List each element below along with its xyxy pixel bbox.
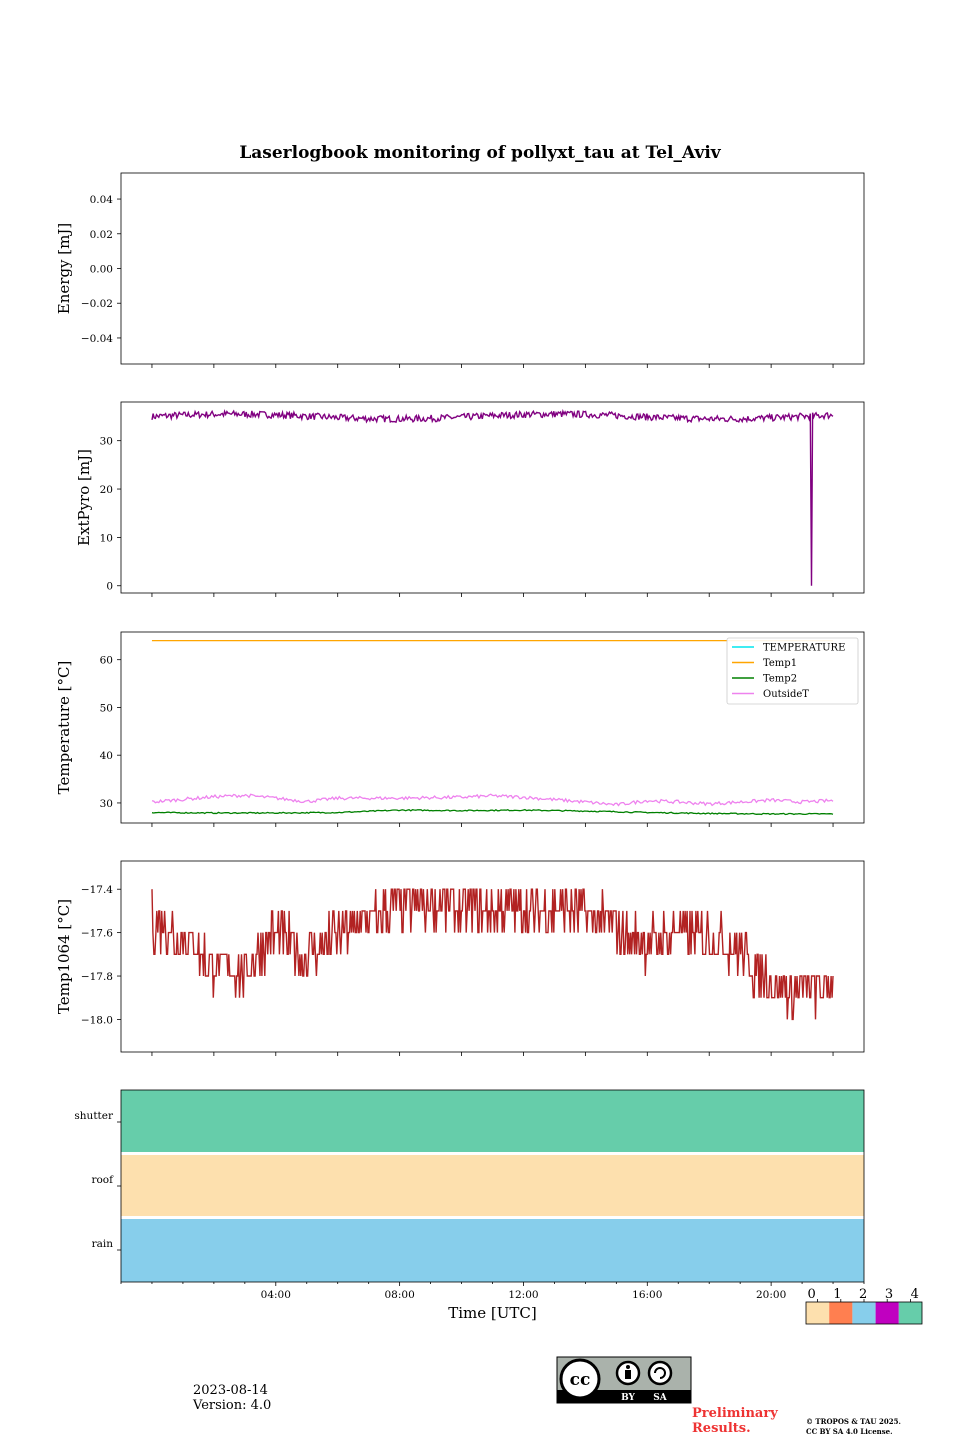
y-axis-label: Energy [mJ] <box>55 223 73 314</box>
axes-frame <box>120 172 865 365</box>
colorbar-label: 4 <box>911 1287 919 1302</box>
colorbar-label: 2 <box>859 1287 867 1302</box>
y-axis-label: ExtPyro [mJ] <box>75 449 93 546</box>
preliminary-note: Preliminary Results. <box>692 1406 778 1436</box>
series-line-1-0 <box>151 408 834 586</box>
status-row-roof <box>121 1155 864 1216</box>
sa-share-icon <box>647 1360 673 1386</box>
series-line-outsidet <box>151 793 834 807</box>
status-row-shutter <box>121 1090 864 1152</box>
ytick-label: 30 <box>100 798 113 810</box>
preliminary-line2: Results. <box>692 1421 751 1436</box>
ytick-label: 0.02 <box>90 229 113 241</box>
x-axis-label: Time [UTC] <box>448 1304 537 1322</box>
series-line-temp2 <box>151 808 834 816</box>
y-axis-label: Temperature [°C] <box>55 661 73 795</box>
xtick-label: 04:00 <box>261 1289 291 1301</box>
legend-label: TEMPERATURE <box>763 643 845 654</box>
status-row-rain <box>121 1219 864 1282</box>
ytick-label: 20 <box>100 484 113 496</box>
colorbar-label: 1 <box>833 1287 841 1302</box>
ytick-label: 60 <box>100 655 113 667</box>
chart-panel-3: 30 40 50 60 Temperature [°C] TEMPERATURE Temp1… <box>55 631 865 827</box>
axes-frame <box>120 860 865 1053</box>
series-line-3-0 <box>151 888 834 1021</box>
legend-label: OutsideT <box>763 689 809 700</box>
badge-sa-text: SA <box>653 1393 667 1403</box>
sa-share-arrow <box>654 1367 666 1379</box>
legend-label: Temp2 <box>763 674 797 685</box>
cc-icon <box>559 1358 601 1400</box>
row-label-shutter: shutter <box>74 1110 114 1122</box>
copyright-line1: © TROPOS & TAU 2025. <box>806 1417 901 1426</box>
legend-box <box>726 637 859 705</box>
chart-panel-4: −18.0 −17.8 −17.6 −17.4 Temp1064 [°C] <box>55 860 865 1056</box>
status-colorbar: 0 1 2 3 4 <box>805 1287 923 1325</box>
copyright-line2: CC BY SA 4.0 License. <box>806 1427 893 1436</box>
license-badge[interactable]: cc BY SA <box>556 1356 692 1404</box>
row-label-roof: roof <box>91 1174 114 1186</box>
ytick-label: −18.0 <box>81 1014 113 1026</box>
preliminary-line1: Preliminary <box>692 1406 778 1421</box>
colorbar-segment <box>852 1302 876 1324</box>
ytick-label: 10 <box>100 532 113 544</box>
ytick-label: 0 <box>106 581 113 593</box>
y-axis-label: Temp1064 [°C] <box>55 899 73 1014</box>
ytick-label: −0.04 <box>81 333 113 345</box>
colorbar-segment <box>875 1302 899 1324</box>
cc-icon-text: cc <box>570 1370 591 1390</box>
ytick-label: 50 <box>100 702 113 714</box>
chart-panel-2: 0 10 20 30 ExtPyro [mJ] <box>75 401 865 597</box>
chart-panel-1: −0.04 −0.02 0.00 0.02 0.04 Energy [mJ] <box>55 172 865 368</box>
ytick-label: 0.00 <box>90 264 113 276</box>
colorbar-label: 0 <box>807 1287 815 1302</box>
ytick-label: 0.04 <box>90 194 114 206</box>
ytick-label: 30 <box>100 436 113 448</box>
colorbar-label: 3 <box>885 1287 893 1302</box>
colorbar-segment <box>806 1302 830 1324</box>
copyright-note: © TROPOS & TAU 2025. CC BY SA 4.0 Licens… <box>806 1417 901 1437</box>
by-person-head <box>626 1365 630 1369</box>
axes-frame <box>120 401 865 594</box>
legend-label: Temp1 <box>763 658 797 669</box>
chart-title: Laserlogbook monitoring of pollyxt_tau a… <box>239 143 721 163</box>
xtick-label: 08:00 <box>384 1289 414 1301</box>
ytick-label: 40 <box>100 750 113 762</box>
xtick-label: 20:00 <box>756 1289 786 1301</box>
ytick-label: −17.6 <box>81 928 113 940</box>
xtick-label: 16:00 <box>632 1289 662 1301</box>
footer-version: Version: 4.0 <box>193 1398 272 1413</box>
colorbar-segment <box>898 1302 922 1324</box>
row-label-rain: rain <box>92 1238 114 1250</box>
by-person-body <box>625 1370 631 1379</box>
xtick-label: 12:00 <box>508 1289 538 1301</box>
footer-info: 2023-08-14 Version: 4.0 <box>193 1383 271 1413</box>
footer-date: 2023-08-14 <box>193 1383 268 1398</box>
ytick-label: −0.02 <box>81 298 113 310</box>
ytick-label: −17.4 <box>81 884 113 896</box>
ytick-label: −17.8 <box>81 971 113 983</box>
colorbar-segment <box>829 1302 853 1324</box>
badge-by-text: BY <box>621 1393 635 1403</box>
chart-panel-5: shutter roof rain 04:00 08:00 12:00 16:00 20:00… <box>74 1089 865 1322</box>
